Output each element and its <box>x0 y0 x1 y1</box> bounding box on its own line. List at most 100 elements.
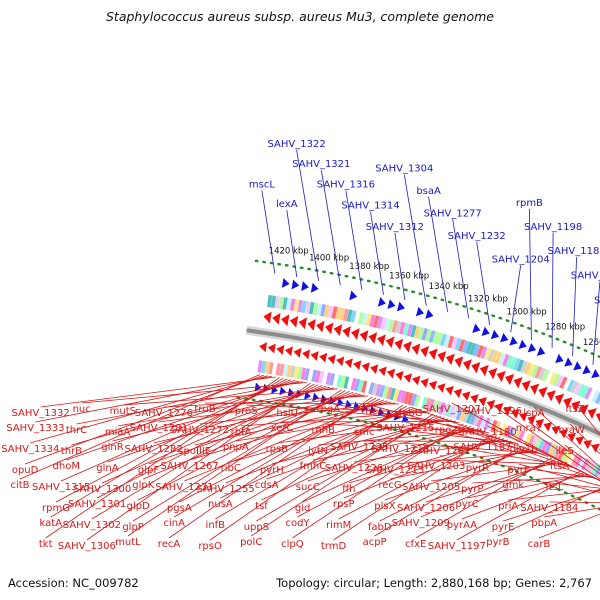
cog-block <box>389 387 396 401</box>
bottom-gene-label: acpP <box>363 537 387 548</box>
bottom-label-leader <box>482 440 599 480</box>
cog-block <box>406 323 414 337</box>
cog-block <box>527 434 536 447</box>
cog-block <box>571 453 580 466</box>
cog-block <box>540 440 549 453</box>
bottom-label-leader <box>143 391 354 480</box>
top-label-leader <box>370 211 384 295</box>
bottom-gene-label: pyrH <box>260 465 284 476</box>
reverse-gene-arrow <box>546 390 556 402</box>
cog-block <box>545 370 554 384</box>
cog-block <box>438 402 446 415</box>
bottom-gene-label: SAHV_1281 <box>130 423 188 434</box>
bottom-gene-label: pnpA <box>223 442 249 453</box>
reverse-gene-arrow <box>511 409 520 419</box>
cog-block <box>335 307 342 320</box>
reverse-gene-arrow <box>411 343 421 356</box>
reverse-gene-arrow <box>488 367 498 380</box>
reverse-gene-arrow <box>272 312 281 325</box>
cog-block <box>282 364 289 377</box>
cog-block <box>434 401 442 414</box>
bottom-gene-label: SAHV_1225 <box>330 442 388 453</box>
cog-block <box>403 391 411 405</box>
bottom-label-leader <box>240 411 426 427</box>
cog-block <box>455 407 463 421</box>
bottom-gene-label: glpF <box>138 465 159 476</box>
cog-block <box>267 294 273 308</box>
bottom-label-leader <box>35 375 272 423</box>
top-label-leader <box>592 281 600 365</box>
cog-block <box>308 301 315 315</box>
cog-block <box>507 426 515 439</box>
top-gene-label: SAHV_1322 <box>268 139 326 150</box>
bottom-gene-label: SAHV_1207 <box>423 404 481 415</box>
cog-block <box>436 332 444 345</box>
bottom-gene-label: citB <box>10 480 29 491</box>
bottom-label-leader <box>549 501 600 503</box>
cog-block <box>399 321 406 335</box>
bottom-gene-label: opuD <box>12 465 39 476</box>
cog-block <box>307 368 314 382</box>
bottom-gene-label: thrC <box>66 425 87 436</box>
bottom-gene-label: SAHV_1333 <box>6 423 64 434</box>
bottom-label-leader <box>574 402 600 436</box>
cog-block <box>498 352 506 366</box>
reverse-gene-arrow <box>454 356 464 368</box>
bottom-label-leader <box>40 376 276 408</box>
bottom-label-leader <box>66 379 296 461</box>
bottom-gene-label: SAHV_1201 <box>412 446 470 457</box>
bottom-label-leader <box>436 459 567 465</box>
outer-tick-ring <box>254 259 600 359</box>
top-label-leader <box>551 232 554 348</box>
cog-block <box>538 367 546 381</box>
bottom-gene-label: pyrR <box>466 463 489 474</box>
forward-gene-arrow <box>349 290 358 301</box>
forward-gene-arrow <box>518 339 527 349</box>
top-label-leader <box>403 174 427 306</box>
bottom-gene-label: xerC <box>271 423 294 434</box>
kbp-tick-label: 1360 kbp <box>389 271 429 281</box>
bottom-gene-label: SAHV_1196 <box>464 406 522 417</box>
reverse-gene-arrow <box>494 403 504 413</box>
cog-block <box>469 342 477 356</box>
forward-gene-arrow <box>281 277 290 288</box>
reverse-gene-arrow <box>344 358 353 369</box>
bottom-gene-label: uppS <box>244 522 269 533</box>
bottom-gene-label: pyrC <box>455 499 478 510</box>
cog-block <box>286 364 292 378</box>
bottom-gene-label: nusA <box>208 499 233 510</box>
reverse-gene-arrow <box>267 343 276 354</box>
cog-block <box>520 431 529 445</box>
bottom-gene-label: rpsP <box>333 499 355 510</box>
cog-block <box>500 423 508 437</box>
top-label-leader <box>345 190 363 290</box>
cog-block <box>486 418 495 432</box>
cog-block <box>300 367 307 380</box>
bottom-gene-label: glnA <box>96 463 118 474</box>
cog-colour-track <box>257 294 600 479</box>
cog-block <box>465 341 473 355</box>
kbp-tick-label: 1340 kbp <box>429 282 469 292</box>
cog-block <box>361 380 368 393</box>
reverse-gene-arrow <box>479 364 489 377</box>
cog-block <box>427 398 435 412</box>
cog-block <box>447 335 455 349</box>
forward-gene-arrow <box>301 281 309 292</box>
forward-gene-arrow <box>591 369 600 379</box>
cog-block <box>441 403 449 416</box>
bottom-gene-label: SAHV_1272 <box>171 425 229 436</box>
cog-block <box>384 318 391 331</box>
bottom-gene-label: thrB <box>61 446 82 457</box>
bottom-gene-label: SAHV_1226 <box>325 463 383 474</box>
bottom-label-leader <box>86 382 311 541</box>
reverse-gene-arrow <box>591 443 600 453</box>
cog-block <box>483 347 492 361</box>
bottom-gene-label: recA <box>158 539 181 550</box>
cog-block <box>339 375 346 388</box>
cog-block <box>354 378 361 392</box>
reverse-gene-arrow <box>470 394 479 404</box>
reverse-gene-arrow <box>342 326 351 338</box>
cog-block <box>323 304 330 318</box>
cog-block <box>365 313 372 327</box>
